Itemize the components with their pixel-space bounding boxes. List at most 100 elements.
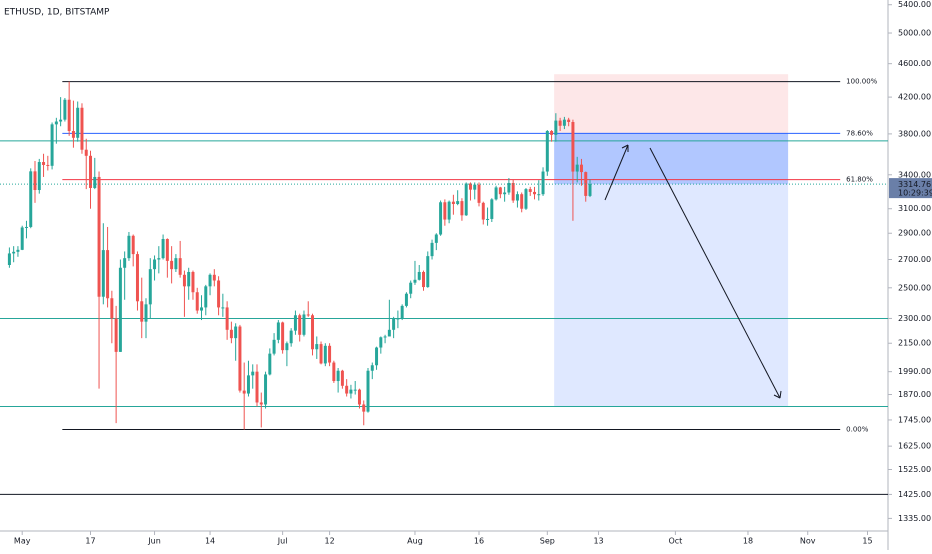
candle-body bbox=[251, 371, 255, 376]
candle-body bbox=[387, 329, 391, 337]
x-tick-label: Jun bbox=[147, 537, 161, 546]
y-tick-label: 2700.00 bbox=[898, 255, 931, 264]
candle-body bbox=[54, 121, 58, 125]
candle-body bbox=[264, 374, 268, 405]
candle-body bbox=[242, 390, 246, 394]
arrow-head bbox=[773, 390, 782, 399]
candle-body bbox=[588, 184, 592, 196]
candle-body bbox=[375, 347, 379, 366]
stop-zone bbox=[554, 74, 789, 133]
candle-body bbox=[524, 189, 528, 209]
candle-body bbox=[515, 194, 519, 201]
candle-body bbox=[456, 201, 460, 205]
y-tick-label: 2150.00 bbox=[898, 339, 931, 348]
candle-body bbox=[178, 258, 182, 275]
candle-body bbox=[182, 274, 186, 287]
candle-body bbox=[562, 119, 566, 126]
candle-body bbox=[50, 124, 54, 166]
candle-body bbox=[383, 336, 387, 338]
candle-body bbox=[63, 99, 67, 120]
candle-body bbox=[37, 162, 41, 191]
last-price: 3314.76 bbox=[898, 180, 931, 189]
candle-body bbox=[42, 162, 46, 165]
last-price-box bbox=[889, 178, 932, 199]
candle-body bbox=[221, 307, 225, 309]
candle-body bbox=[161, 238, 165, 259]
candle-body bbox=[217, 280, 221, 308]
candle-body bbox=[486, 218, 490, 220]
candle-body bbox=[225, 307, 229, 330]
arrow-head bbox=[621, 144, 629, 152]
candle-body bbox=[24, 226, 28, 228]
candle-body bbox=[379, 337, 383, 348]
candle-body bbox=[541, 171, 545, 195]
y-tick-label: 1745.00 bbox=[898, 415, 931, 424]
candle-body bbox=[101, 250, 105, 297]
candle-body bbox=[447, 201, 451, 220]
candle-body bbox=[451, 201, 455, 205]
candle-body bbox=[131, 235, 135, 255]
candle-body bbox=[362, 404, 366, 412]
candle-body bbox=[439, 202, 443, 235]
candle-body bbox=[468, 183, 472, 190]
candle-body bbox=[443, 202, 447, 220]
candle-body bbox=[285, 343, 289, 351]
candle-body bbox=[208, 274, 212, 287]
x-tick-label: Sep bbox=[540, 537, 555, 546]
x-tick-label: May bbox=[14, 537, 31, 546]
candle-body bbox=[340, 370, 344, 386]
candle-body bbox=[204, 286, 208, 308]
candle-body bbox=[349, 389, 353, 394]
candle-body bbox=[144, 304, 148, 322]
y-tick-label: 1870.00 bbox=[898, 390, 931, 399]
candle-body bbox=[165, 238, 169, 261]
candle-body bbox=[259, 402, 263, 405]
candle-body bbox=[170, 260, 174, 270]
candle-body bbox=[191, 271, 195, 293]
candle-body bbox=[123, 258, 127, 268]
candle-body bbox=[293, 315, 297, 331]
x-tick-label: Oct bbox=[668, 537, 682, 546]
arrow bbox=[649, 147, 781, 399]
y-tick-label: 5400.00 bbox=[898, 0, 931, 9]
candle-body bbox=[46, 164, 50, 166]
y-tick-label: 3100.00 bbox=[898, 204, 931, 213]
candle-body bbox=[127, 235, 131, 259]
candle-body bbox=[520, 194, 524, 209]
candle-body bbox=[554, 120, 558, 135]
candle-body bbox=[234, 326, 238, 339]
candle-body bbox=[59, 119, 63, 122]
candle-body bbox=[422, 271, 426, 288]
candle-body bbox=[353, 389, 357, 391]
candle-body bbox=[187, 271, 191, 287]
y-tick-label: 3800.00 bbox=[898, 129, 931, 138]
candle-body bbox=[430, 242, 434, 257]
candle-body bbox=[302, 314, 306, 335]
candle-body bbox=[33, 171, 37, 191]
candle-body bbox=[490, 199, 494, 219]
candle-body bbox=[135, 254, 139, 302]
candle-body bbox=[477, 184, 481, 203]
candle-body bbox=[528, 189, 532, 192]
candle-body bbox=[12, 251, 16, 254]
fib-label: 61.80% bbox=[846, 176, 873, 184]
chart-title: ETHUSD, 1D, BITSTAMP bbox=[4, 8, 110, 18]
candle-body bbox=[195, 292, 199, 311]
candle-body bbox=[533, 191, 537, 195]
y-tick-label: 1990.00 bbox=[898, 367, 931, 376]
x-tick-label: 12 bbox=[324, 537, 334, 546]
candle-body bbox=[545, 131, 549, 172]
candle-body bbox=[494, 187, 498, 200]
y-tick-label: 2300.00 bbox=[898, 314, 931, 323]
candle-body bbox=[200, 307, 204, 311]
candle-body bbox=[281, 322, 285, 351]
arrow bbox=[604, 144, 629, 201]
candle-body bbox=[357, 389, 361, 405]
y-tick-label: 1525.00 bbox=[898, 465, 931, 474]
candle-body bbox=[272, 339, 276, 354]
candle-body bbox=[404, 293, 408, 306]
y-tick-label: 4600.00 bbox=[898, 59, 931, 68]
candle-body bbox=[29, 171, 33, 227]
candle-body bbox=[118, 267, 122, 352]
